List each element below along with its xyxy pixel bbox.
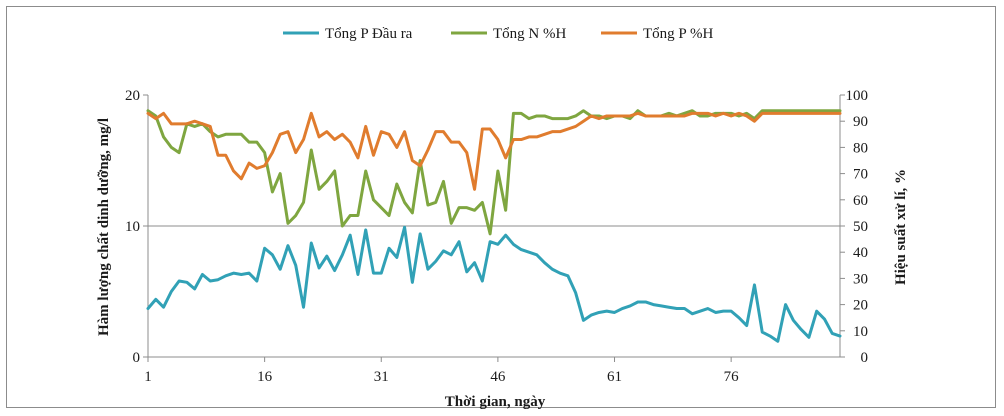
y-right-tick-label: 30 — [853, 271, 868, 287]
y-right-tick-label: 40 — [853, 245, 868, 261]
y-axis-left-title: Hàm lượng chất dinh dưỡng, mg/l — [96, 118, 112, 336]
legend-label: Tổng N %H — [493, 26, 566, 42]
y-right-tick-label: 80 — [853, 140, 868, 156]
x-tick-label: 76 — [724, 369, 740, 385]
series-line-3 — [146, 111, 842, 191]
y-right-tick-label: 100 — [846, 88, 869, 104]
x-tick-label: 61 — [607, 369, 622, 385]
y-right-tick-label: 60 — [853, 193, 868, 209]
y-right-tick-label: 70 — [853, 167, 868, 183]
legend-label: Tổng P %H — [643, 26, 713, 42]
x-tick-label: 1 — [144, 369, 152, 385]
y-right-tick-label: 20 — [853, 298, 868, 314]
y-left-tick-label: 10 — [125, 219, 140, 235]
y-left-tick-label: 0 — [133, 350, 141, 366]
series-line-2 — [146, 109, 842, 236]
y-axis-right-title: Hiệu suất xử lí, % — [893, 169, 909, 285]
y-right-tick-label: 50 — [853, 219, 868, 235]
x-tick-label: 16 — [257, 369, 273, 385]
x-axis-title: Thời gian, ngày — [445, 394, 546, 410]
y-right-tick-label: 0 — [861, 350, 869, 366]
x-tick-label: 46 — [490, 369, 506, 385]
y-left-tick-label: 20 — [125, 88, 140, 104]
legend-label: Tổng P Đầu ra — [325, 26, 413, 42]
series-line-1 — [146, 225, 842, 343]
x-tick-label: 31 — [374, 369, 389, 385]
chart-frame — [6, 6, 996, 408]
y-right-tick-label: 90 — [853, 114, 868, 130]
y-right-tick-label: 10 — [853, 324, 868, 340]
